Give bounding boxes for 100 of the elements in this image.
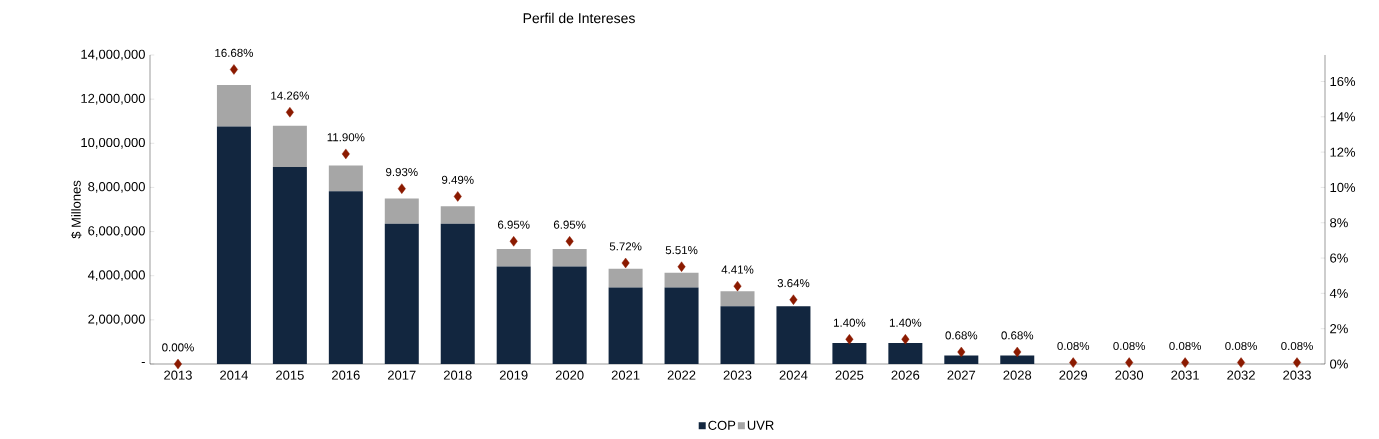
point — [1181, 357, 1190, 368]
y2-tick-label: 10% — [1330, 182, 1356, 193]
bar — [608, 287, 643, 364]
data-label: 0.68% — [1001, 331, 1034, 340]
point — [901, 334, 910, 345]
bar — [720, 306, 755, 364]
bar — [552, 249, 587, 267]
bar — [888, 343, 923, 364]
y-tick-label: 14,000,000 — [81, 49, 145, 61]
x-tick-label: 2021 — [611, 370, 640, 380]
y2-tick-label: 16% — [1330, 76, 1356, 87]
y-tick-label: 4,000,000 — [87, 270, 145, 282]
bar — [328, 191, 363, 364]
point — [229, 64, 238, 75]
legend-label: UVR — [747, 420, 774, 430]
x-tick-label: 2016 — [332, 370, 360, 380]
x-tick-label: 2024 — [779, 370, 808, 380]
x-tick-label: 2032 — [1227, 370, 1255, 380]
y2-tick-label: 14% — [1330, 112, 1356, 122]
data-label: 4.41% — [721, 265, 754, 274]
point — [285, 107, 294, 118]
data-label: 16.68% — [215, 48, 254, 57]
y-tick-label: 8,000,000 — [88, 182, 145, 193]
x-tick-label: 2025 — [835, 370, 864, 380]
data-label: 9.49% — [441, 175, 474, 184]
bar — [1000, 355, 1035, 364]
bar — [216, 126, 251, 364]
y2-tick-label: 0% — [1330, 359, 1348, 369]
chart-title: Perfil de Intereses — [523, 12, 635, 24]
x-tick-label: 2015 — [276, 370, 304, 380]
data-label: 0.08% — [1225, 341, 1257, 351]
bar — [664, 287, 699, 364]
x-tick-label: 2019 — [499, 370, 528, 380]
bar — [272, 167, 307, 364]
point — [621, 257, 630, 269]
bar — [944, 355, 979, 364]
data-label: 1.40% — [833, 318, 866, 327]
bar — [832, 343, 867, 364]
x-tick-label: 2031 — [1171, 370, 1199, 380]
x-tick-label: 2023 — [723, 370, 752, 380]
data-label: 6.95% — [553, 220, 586, 229]
data-label: 6.95% — [497, 220, 530, 229]
x-tick-label: 2030 — [1115, 370, 1144, 380]
point — [565, 236, 574, 247]
y-tick-label: 12,000,000 — [81, 93, 145, 105]
legend-label: COP — [708, 420, 736, 430]
bar — [328, 165, 363, 192]
x-tick-label: 2028 — [1003, 370, 1032, 380]
point — [341, 148, 350, 160]
point — [957, 346, 966, 358]
data-label: 11.90% — [327, 133, 365, 142]
point — [509, 236, 518, 247]
bar — [664, 272, 699, 288]
bar — [384, 223, 419, 364]
point — [397, 183, 406, 194]
bar — [608, 268, 643, 288]
point — [1013, 346, 1022, 358]
point — [1125, 357, 1134, 368]
data-label: 1.40% — [889, 318, 922, 327]
y-axis-title: $ Millones — [71, 180, 82, 239]
x-tick-label: 2018 — [443, 370, 472, 380]
bar — [496, 266, 531, 364]
bar — [496, 249, 531, 267]
bar — [440, 206, 475, 224]
point — [789, 294, 798, 305]
y-tick-label: - — [141, 362, 145, 364]
x-tick-label: 2029 — [1059, 370, 1088, 380]
bar — [720, 291, 755, 307]
bar — [552, 266, 587, 364]
data-label: 5.72% — [609, 242, 642, 251]
data-label: 3.64% — [777, 279, 810, 288]
y2-tick-label: 12% — [1330, 147, 1356, 157]
x-tick-label: 2017 — [387, 370, 416, 380]
y2-tick-label: 4% — [1329, 288, 1348, 298]
x-tick-label: 2020 — [555, 370, 584, 380]
data-label: 0.00% — [162, 343, 194, 352]
y-tick-label: 2,000,000 — [88, 314, 145, 326]
x-tick-label: 2014 — [220, 370, 248, 380]
y2-tick-label: 8% — [1330, 218, 1348, 228]
data-label: 0.08% — [1057, 341, 1090, 351]
bar — [272, 125, 307, 168]
point — [1237, 357, 1246, 368]
y2-tick-label: 2% — [1330, 324, 1348, 334]
bar — [384, 198, 419, 224]
point — [845, 334, 854, 345]
bar — [440, 223, 475, 364]
x-tick-label: 2026 — [891, 370, 920, 380]
data-label: 14.26% — [271, 91, 309, 100]
data-label: 0.08% — [1281, 341, 1313, 351]
bar — [776, 306, 811, 364]
point — [677, 261, 686, 272]
bar — [216, 85, 251, 127]
data-label: 9.93% — [386, 167, 418, 177]
data-label: 0.08% — [1113, 341, 1146, 351]
x-tick-label: 2013 — [164, 370, 192, 380]
point — [733, 280, 742, 292]
point — [1069, 357, 1078, 368]
x-tick-label: 2033 — [1283, 370, 1311, 380]
data-label: 0.68% — [945, 331, 978, 340]
y-tick-label: 6,000,000 — [88, 226, 145, 237]
